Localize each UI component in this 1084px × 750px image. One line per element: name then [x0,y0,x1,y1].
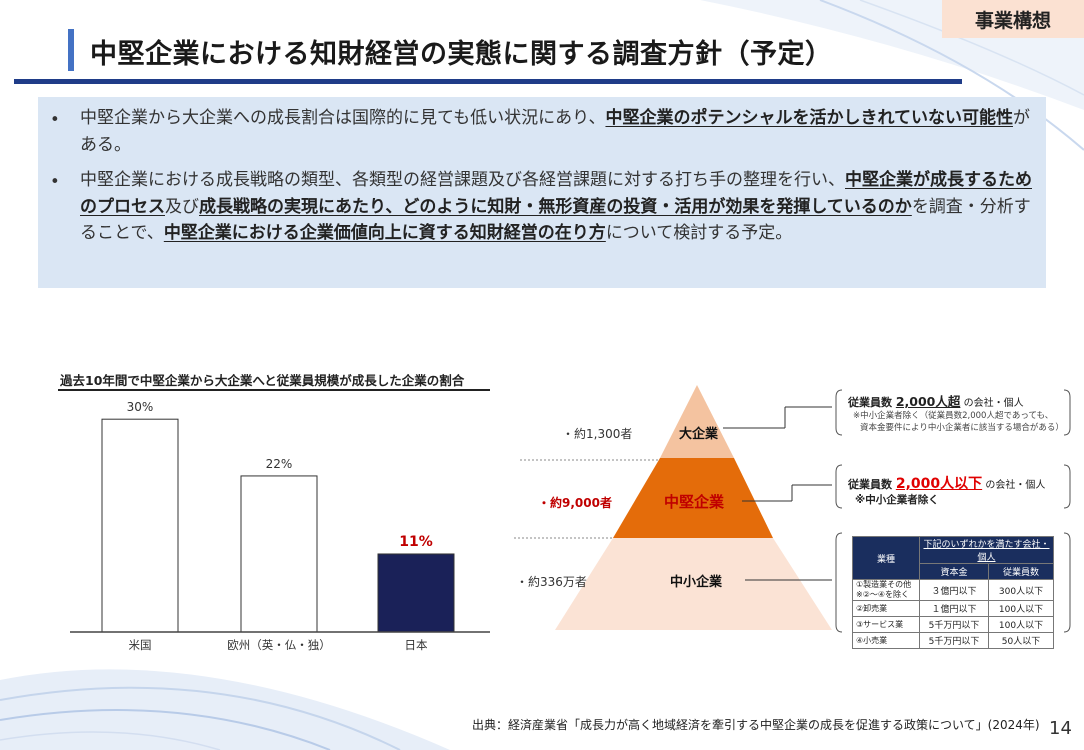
summary-emphasis: 成長戦略の実現にあたり、どのように知財・無形資産の投資・活用が効果を発揮している… [199,196,912,217]
summary-item-2: 中堅企業における成長戦略の類型、各類型の経営課題及び各経営課題に対する打ち手の整… [80,167,1035,247]
table-cell: 100人以下 [988,616,1054,633]
callout-large-main: 従業員数 2,000人超 の会社・個人 [848,391,1024,410]
summary-emphasis: 中堅企業のポテンシャルを活かしきれていない可能性 [605,108,1013,128]
summary-box: • 中堅企業から大企業への成長割合は国際的に見ても低い状況にあり、中堅企業のポテ… [38,97,1046,288]
tier-count-mid: ・約9,000者 [538,496,612,510]
callout-mid-note: ※中小企業者除く [855,494,939,506]
table-cell: ３億円以下 [919,579,989,601]
category-label: 欧州（英・仏・独） [227,638,331,652]
table-header-employees: 従業員数 [988,563,1054,580]
callout-large-emph: 2,000人超 [895,394,961,409]
callout-large-prefix: 従業員数 [848,396,896,409]
callout-large-note2: 資本金要件により中小企業者に該当する場合がある） [860,423,1064,433]
category-label: 米国 [129,638,152,652]
company-size-pyramid [514,385,832,630]
callout-mid-main: 従業員数 2,000人以下 の会社・個人 [848,473,1045,493]
callout-mid-emph: 2,000人以下 [895,476,983,492]
callout-brackets [835,389,1071,633]
bar [240,475,318,633]
callout-mid-prefix: 従業員数 [848,478,896,491]
table-cell: １億円以下 [919,600,989,617]
tier-name-mid: 中堅企業 [664,493,725,511]
bullet-marker: • [50,110,60,129]
chart-title-underline [58,389,490,391]
table-caption: 下記のいずれかを満たす会社・個人 [919,536,1054,564]
bar-value-label: 30% [127,400,154,414]
tier-count-large: ・約1,300者 [562,427,633,441]
bar-value-label: 11% [399,534,433,550]
table-row: ④小売業 5千万円以下 50人以下 [852,632,1054,649]
summary-text: 及び [165,196,199,217]
sme-definition-table: 業種 下記のいずれかを満たす会社・個人 資本金 従業員数 ①製造業その他 ※②〜… [852,536,1054,649]
summary-text: 中堅企業における成長戦略の類型、各類型の経営課題及び各経営課題に対する打ち手の整… [80,170,845,190]
table-header-industry: 業種 [852,536,920,580]
table-cell: ①製造業その他 ※②〜④を除く [852,579,920,601]
page-number: 14 [1049,718,1072,739]
bar [377,553,455,633]
pyramid-tier-small [555,538,832,630]
callout-large-note1: ※中小企業者除く（従業員数2,000人超であっても、 [853,411,1054,421]
summary-text: を調査・分析することで、 [80,196,1031,244]
page-title: 中堅企業における知財経営の実態に関する調査方針（予定） [90,39,833,70]
title-underline [14,79,962,84]
callout-mid-suffix: の会社・個人 [982,480,1046,491]
table-cell: ②卸売業 [852,600,920,617]
bullet-marker: • [50,172,60,191]
table-cell: 5千万円以下 [919,632,989,649]
summary-item-1: 中堅企業から大企業への成長割合は国際的に見ても低い状況にあり、中堅企業のポテンシ… [80,105,1035,158]
bar [101,418,179,633]
tier-name-small: 中小企業 [670,575,723,590]
summary-emphasis: 中堅企業が成長するためのプロセス [80,170,1032,217]
bar-chart: 30% 米国 22% 欧州（英・仏・独） 11% 日本 [70,400,490,652]
category-label: 日本 [405,638,428,652]
summary-text: がある。 [80,108,1030,155]
table-header-capital: 資本金 [919,563,989,580]
table-cell: 100人以下 [988,600,1054,617]
summary-text: 中堅企業から大企業への成長割合は国際的に見ても低い状況にあり、 [80,108,606,128]
chart-title: 過去10年間で中堅企業から大企業へと従業員規模が成長した企業の割合 [60,373,465,388]
tier-count-small: ・約336万者 [516,575,587,589]
tier-name-large: 大企業 [679,427,719,442]
table-cell: 5千万円以下 [919,616,989,633]
table-cell: ③サービス業 [852,616,920,633]
pyramid-tier-large [660,385,734,458]
table-cell: 50人以下 [988,632,1054,649]
source-citation: 出典：経済産業省「成長力が高く地域経済を牽引する中堅企業の成長を促進する政策につ… [472,718,1040,732]
summary-emphasis: 中堅企業における企業価値向上に資する知財経営の在り方 [163,223,606,243]
title-accent-bar [68,29,74,71]
callout-large-suffix: の会社・個人 [960,398,1024,409]
bar-value-label: 22% [266,457,293,471]
table-cell: 300人以下 [988,579,1054,601]
pyramid-tier-mid [613,458,773,538]
table-row: ②卸売業 １億円以下 100人以下 [852,600,1054,617]
table-row: ①製造業その他 ※②〜④を除く ３億円以下 300人以下 [852,579,1054,601]
table-cell: ④小売業 [852,632,920,649]
summary-text: について検討する予定。 [605,223,793,243]
table-row: ③サービス業 5千万円以下 100人以下 [852,616,1054,633]
section-tag: 事業構想 [942,0,1084,38]
